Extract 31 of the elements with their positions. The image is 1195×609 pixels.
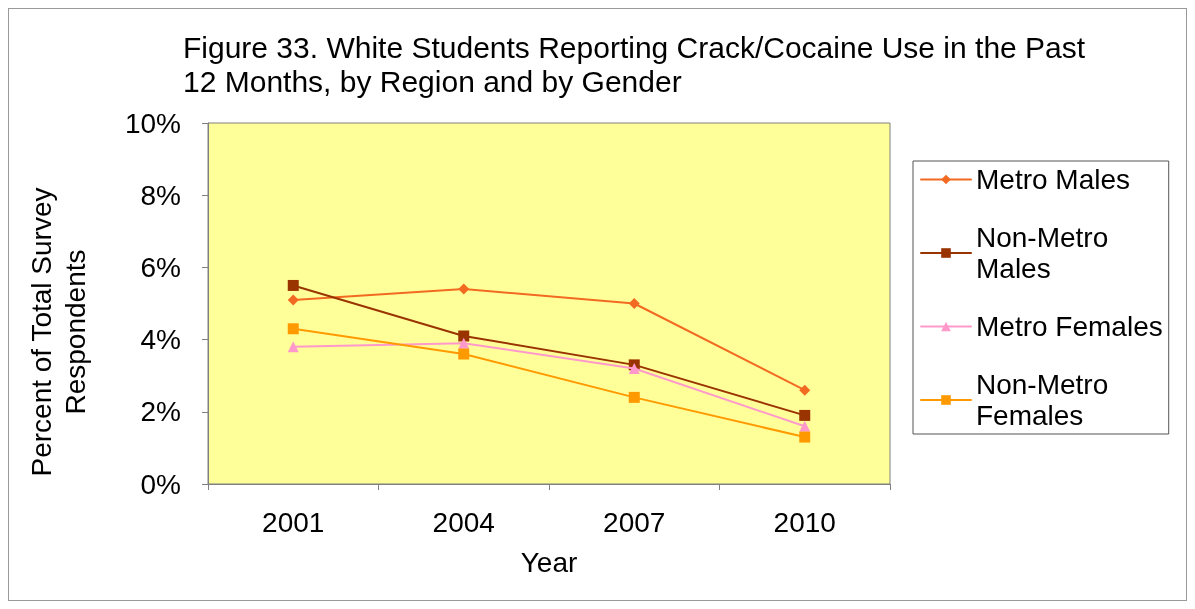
point bbox=[458, 330, 470, 342]
point bbox=[799, 409, 811, 421]
legend-label: Non-Metro Males bbox=[976, 222, 1109, 284]
y-tick-label: 6% bbox=[140, 251, 181, 283]
point bbox=[628, 391, 640, 403]
point bbox=[458, 348, 470, 360]
x-tick-label: 2001 bbox=[262, 506, 325, 538]
point bbox=[458, 337, 470, 349]
point bbox=[628, 298, 640, 309]
legend-label: Non-Metro Females bbox=[976, 369, 1109, 431]
chart-title: Figure 33. White Students Reporting Crack/Cocaine Use in the Past 12 Months, by Region and by Gender bbox=[183, 30, 1094, 98]
x-axis-title: Year bbox=[520, 546, 578, 578]
point bbox=[287, 323, 299, 335]
point bbox=[799, 431, 811, 443]
y-tick-label: 2% bbox=[140, 396, 181, 428]
y-tick-label: 10% bbox=[124, 107, 181, 139]
point bbox=[799, 384, 811, 396]
x-tick-label: 2010 bbox=[773, 506, 836, 538]
legend-label: Metro Males bbox=[976, 164, 1131, 195]
y-axis-title: Percent of Total Survey Respondents bbox=[25, 187, 91, 477]
y-tick-label: 8% bbox=[140, 179, 181, 211]
point bbox=[458, 283, 470, 295]
x-tick-label: 2007 bbox=[603, 506, 666, 538]
point bbox=[287, 341, 299, 353]
point bbox=[287, 294, 299, 306]
point bbox=[799, 420, 811, 432]
x-tick-label: 2004 bbox=[432, 506, 495, 538]
point bbox=[287, 279, 299, 291]
y-tick-label: 4% bbox=[140, 324, 181, 356]
legend-label: Metro Females bbox=[976, 311, 1163, 342]
y-tick-label: 0% bbox=[140, 468, 181, 500]
